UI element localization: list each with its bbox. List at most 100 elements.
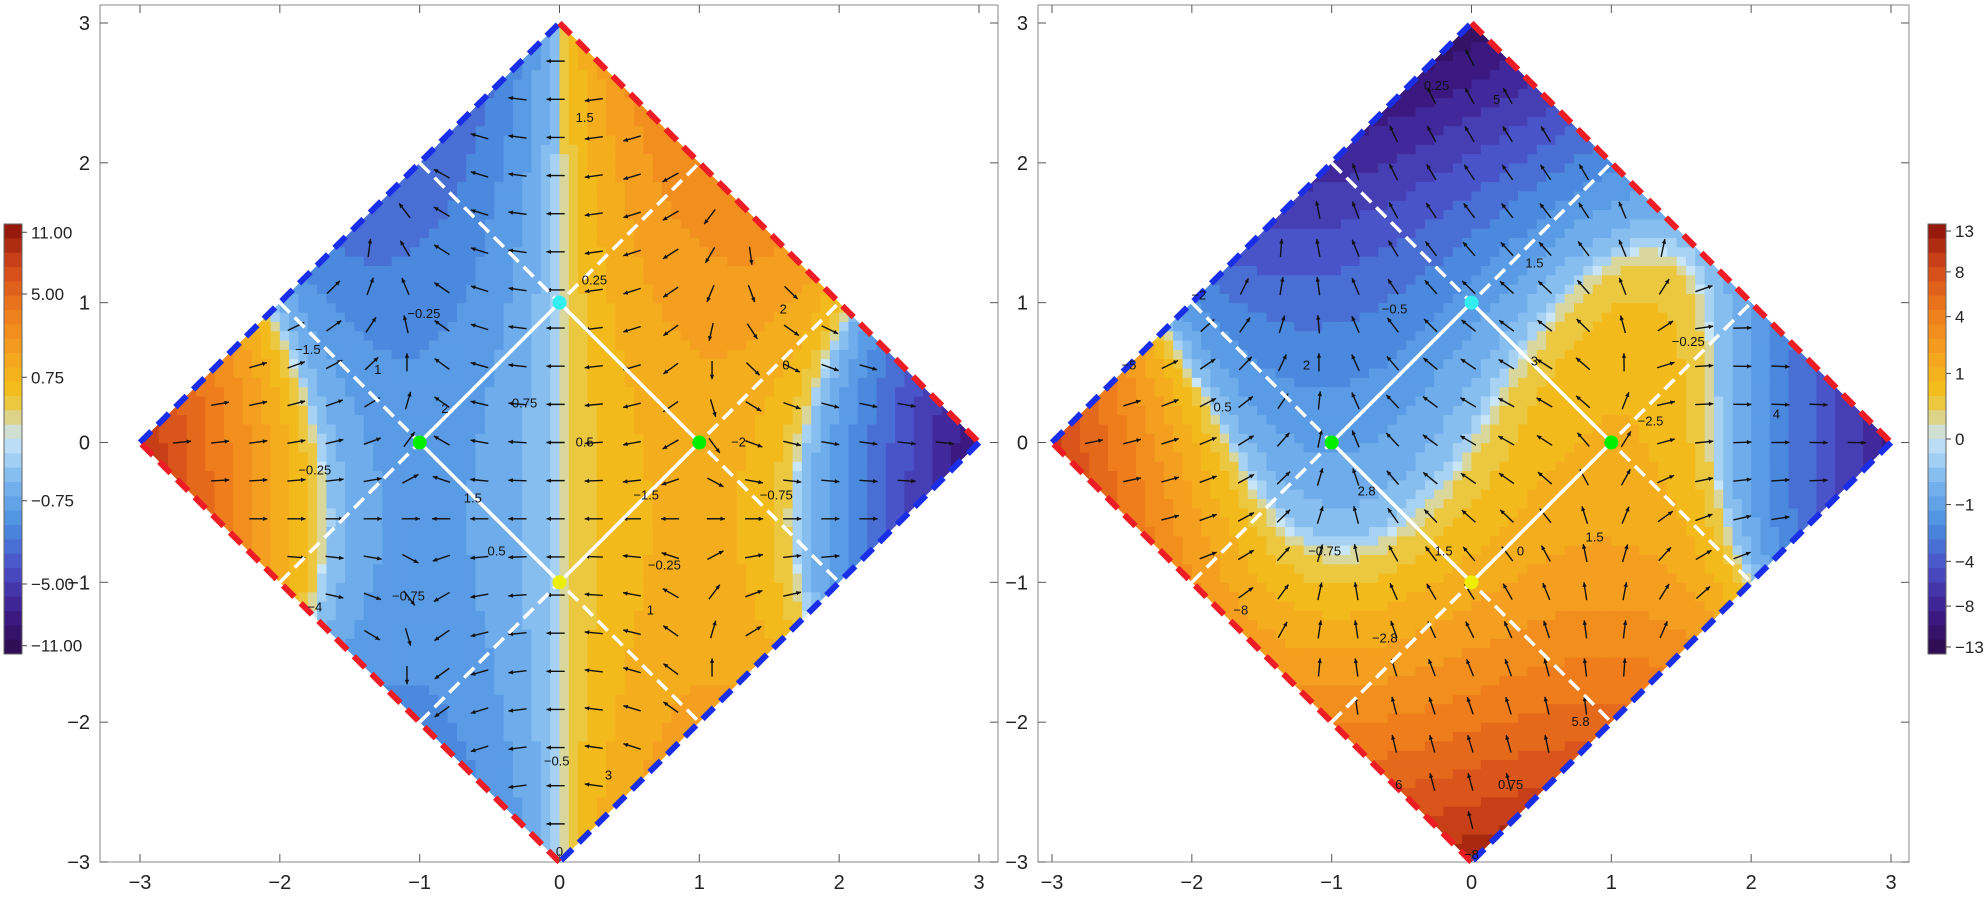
heatmap-cell: [289, 321, 300, 332]
heatmap-cell: [559, 535, 570, 546]
heatmap-cell: [494, 731, 505, 742]
heatmap-cell: [373, 666, 383, 677]
heatmap-cell: [503, 69, 514, 80]
heatmap-cell: [699, 209, 710, 220]
heatmap-cell: [559, 228, 570, 239]
heatmap-cell: [773, 367, 784, 378]
heatmap: [140, 23, 979, 862]
heatmap-cell: [615, 172, 626, 183]
heatmap-cell: [671, 470, 682, 481]
heatmap-cell: [550, 116, 561, 127]
heatmap-cell: [680, 545, 691, 555]
heatmap-cell: [1210, 395, 1221, 406]
heatmap-cell: [755, 647, 766, 658]
heatmap-cell: [745, 647, 756, 658]
heatmap-cell: [494, 498, 505, 509]
heatmap-cell: [475, 116, 486, 127]
heatmap-cell: [923, 405, 933, 416]
heatmap-cell: [475, 750, 486, 761]
heatmap-cell: [382, 582, 393, 593]
heatmap-cell: [690, 703, 700, 714]
heatmap-cell: [484, 563, 495, 574]
heatmap-cell: [540, 834, 551, 844]
heatmap-cell: [634, 600, 644, 611]
heatmap-cell: [512, 759, 523, 770]
heatmap-cell: [1079, 451, 1090, 462]
heatmap-cell: [326, 628, 337, 639]
field-arrow: [508, 363, 527, 368]
heatmap-cell: [624, 339, 635, 350]
field-arrow: [744, 479, 764, 485]
heatmap-cell: [438, 265, 449, 276]
heatmap-cell: [522, 367, 533, 378]
field-arrow: [404, 627, 412, 646]
heatmap-cell: [699, 535, 710, 546]
heatmap-cell: [550, 172, 561, 183]
field-arrow: [783, 591, 802, 597]
heatmap-cell: [522, 433, 533, 444]
heatmap-cell: [512, 526, 523, 537]
heatmap-cell: [531, 228, 542, 239]
heatmap-cell: [578, 526, 589, 537]
field-arrow: [546, 58, 565, 64]
heatmap-cell: [466, 768, 477, 779]
heatmap-cell: [242, 498, 253, 509]
heatmap-cell: [503, 768, 514, 779]
heatmap-cell: [540, 367, 551, 378]
heatmap-cell: [1191, 526, 1202, 537]
heatmap-cell: [792, 386, 803, 397]
field-arrow: [508, 593, 527, 598]
heatmap-cell: [540, 386, 551, 397]
heatmap-cell: [1117, 507, 1128, 518]
heatmap-cell: [643, 675, 654, 686]
heatmap-cell: [363, 377, 374, 388]
heatmap-cell: [662, 498, 672, 509]
field-arrow: [784, 285, 799, 300]
heatmap-cell: [895, 507, 906, 518]
heatmap-cell: [484, 778, 495, 789]
heatmap-cell: [550, 806, 561, 816]
heatmap-cell: [447, 284, 458, 294]
heatmap-cell: [634, 349, 644, 360]
heatmap-cell: [792, 405, 803, 416]
heatmap-cell: [634, 759, 644, 770]
heatmap-cell: [531, 666, 542, 677]
heatmap-cell: [624, 573, 635, 583]
heatmap-cell: [391, 582, 402, 593]
heatmap-cell: [419, 554, 430, 565]
heatmap-cell: [680, 666, 691, 677]
heatmap-cell: [345, 489, 356, 500]
heatmap-cell: [540, 209, 551, 220]
heatmap-cell: [690, 181, 700, 192]
heatmap-cell: [596, 759, 607, 770]
heatmap-cell: [531, 190, 542, 201]
heatmap-cell: [270, 377, 281, 388]
heatmap-cell: [848, 339, 859, 350]
heatmap-cell: [606, 666, 617, 677]
heatmap-cell: [410, 461, 421, 472]
heatmap-cell: [857, 498, 868, 509]
heatmap-cell: [503, 181, 514, 192]
heatmap-cell: [708, 600, 719, 611]
heatmap-cell: [438, 302, 449, 313]
heatmap-cell: [251, 330, 262, 341]
heatmap-cell: [251, 423, 262, 434]
heatmap-cell: [783, 302, 794, 313]
heatmap-cell: [662, 423, 672, 434]
heatmap-cell: [419, 228, 430, 239]
heatmap-cell: [615, 339, 626, 350]
heatmap-cell: [466, 330, 477, 341]
field-arrow: [434, 319, 450, 332]
heatmap-cell: [401, 554, 411, 565]
heatmap-cell: [1126, 498, 1137, 509]
heatmap-cell: [401, 190, 411, 201]
heatmap-cell: [1173, 517, 1184, 527]
heatmap-cell: [438, 237, 449, 248]
heatmap-cell: [1154, 377, 1165, 388]
heatmap-cell: [270, 451, 281, 462]
heatmap-cell: [690, 274, 700, 285]
heatmap-cell: [727, 246, 738, 257]
heatmap-cell: [1154, 442, 1165, 453]
heatmap-cell: [456, 302, 467, 313]
heatmap-cell: [1154, 526, 1165, 537]
